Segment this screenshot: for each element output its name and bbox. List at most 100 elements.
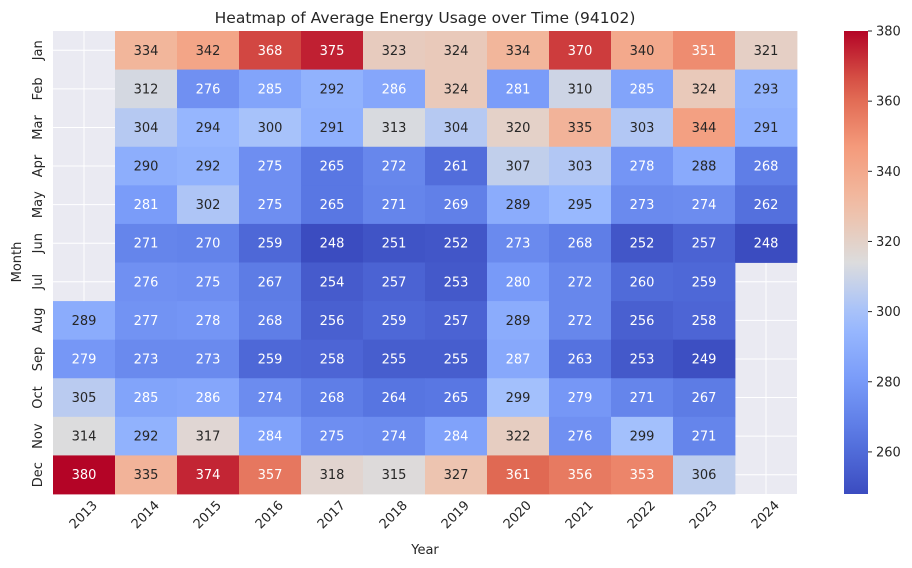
heatmap-cell	[487, 416, 550, 456]
colorbar-tick-label: 360	[876, 95, 901, 110]
y-tick-label: Dec	[31, 462, 46, 487]
heatmap-cell	[177, 146, 240, 186]
cell-value-label: 318	[320, 468, 345, 483]
colorbar-tick-label: 260	[876, 445, 901, 460]
cell-value-label: 275	[258, 160, 283, 175]
cell-value-label: 253	[630, 352, 655, 367]
heatmap-cell	[239, 301, 302, 341]
heatmap-cell	[487, 69, 550, 109]
cell-value-label: 289	[506, 198, 531, 213]
heatmap-cell	[735, 31, 798, 70]
cell-value-label: 304	[444, 121, 469, 136]
cell-value-label: 292	[320, 82, 345, 97]
cell-value-label: 317	[196, 430, 221, 445]
heatmap-cell	[487, 31, 550, 70]
cell-value-label: 322	[506, 430, 531, 445]
heatmap-cell	[363, 31, 426, 70]
heatmap-cell	[425, 455, 488, 495]
x-tick-label: 2023	[687, 498, 721, 532]
cell-value-label: 259	[382, 314, 407, 329]
cell-value-label: 287	[506, 352, 531, 367]
cell-value-label: 290	[134, 160, 159, 175]
colorbar-tick-label: 280	[876, 375, 901, 390]
heatmap-cell	[673, 339, 736, 379]
cell-value-label: 259	[692, 275, 717, 290]
heatmap-cell	[115, 108, 178, 148]
heatmap-cell	[549, 108, 612, 148]
heatmap-cell	[301, 223, 364, 263]
cell-value-label: 304	[134, 121, 159, 136]
cell-value-label: 268	[320, 391, 345, 406]
cell-value-label: 303	[568, 160, 593, 175]
heatmap-cell	[673, 416, 736, 456]
cell-value-label: 270	[196, 237, 221, 252]
colorbar-ticks: 260 280 300 320 340 360 380	[868, 25, 901, 460]
heatmap-cell	[611, 108, 674, 148]
cell-value-label: 375	[320, 44, 345, 59]
cell-value-label: 334	[506, 44, 531, 59]
heatmap-cell	[177, 223, 240, 263]
heatmap-cell	[301, 31, 364, 70]
x-tick-labels: 2013 2014 2015 2016 2017 2018 2019 2020 2021 2022…	[67, 498, 783, 532]
cell-value-label: 271	[692, 430, 717, 445]
x-tick-label: 2017	[315, 498, 349, 532]
cell-value-label: 291	[320, 121, 345, 136]
heatmap-cell	[611, 146, 674, 186]
cell-value-label: 313	[382, 121, 407, 136]
heatmap-cell	[673, 301, 736, 341]
heatmap-cell	[673, 185, 736, 225]
heatmap-cell	[425, 223, 488, 263]
heatmap-cell	[549, 69, 612, 109]
x-axis-label: Year	[410, 543, 439, 558]
cell-value-label: 302	[196, 198, 221, 213]
heatmap-cell	[611, 455, 674, 495]
colorbar-tick-label: 340	[876, 165, 901, 180]
cell-value-label: 305	[72, 391, 97, 406]
cell-value-label: 284	[258, 430, 283, 445]
cell-value-label: 370	[568, 44, 593, 59]
heatmap-cell	[301, 262, 364, 302]
cell-value-label: 276	[568, 430, 593, 445]
x-tick-label: 2021	[563, 498, 597, 532]
heatmap-cell	[301, 339, 364, 379]
heatmap-cell	[177, 31, 240, 70]
cell-value-label: 279	[568, 391, 593, 406]
x-tick-label: 2015	[191, 498, 225, 532]
cell-value-label: 274	[382, 430, 407, 445]
cell-value-label: 334	[134, 44, 159, 59]
heatmap-cell	[177, 378, 240, 418]
heatmap-cell	[611, 416, 674, 456]
heatmap-cell	[487, 146, 550, 186]
heatmap-cell	[487, 262, 550, 302]
heatmap-cell	[611, 185, 674, 225]
cell-value-label: 292	[134, 430, 159, 445]
heatmap-cell	[363, 185, 426, 225]
x-tick-label: 2022	[625, 498, 659, 532]
cell-value-label: 248	[754, 237, 779, 252]
cell-value-label: 268	[754, 160, 779, 175]
heatmap-cell	[425, 378, 488, 418]
y-tick-label: Apr	[31, 154, 46, 177]
colorbar-tick-label: 380	[876, 25, 901, 40]
heatmap-cell	[363, 108, 426, 148]
cell-value-label: 303	[630, 121, 655, 136]
cell-value-label: 268	[568, 237, 593, 252]
cell-value-label: 306	[692, 468, 717, 483]
cell-value-label: 261	[444, 160, 469, 175]
heatmap-cell	[115, 185, 178, 225]
heatmap-cell	[363, 455, 426, 495]
cell-value-label: 274	[692, 198, 717, 213]
heatmap-cell	[177, 416, 240, 456]
heatmap-cell	[115, 455, 178, 495]
cell-value-label: 300	[258, 121, 283, 136]
cell-value-label: 278	[196, 314, 221, 329]
heatmap-cell	[363, 339, 426, 379]
heatmap-cell	[301, 378, 364, 418]
heatmap-cell	[611, 69, 674, 109]
cell-value-label: 286	[382, 82, 407, 97]
x-tick-label: 2013	[67, 498, 101, 532]
heatmap-cell	[425, 146, 488, 186]
heatmap-cell	[611, 31, 674, 70]
cell-value-label: 281	[506, 82, 531, 97]
